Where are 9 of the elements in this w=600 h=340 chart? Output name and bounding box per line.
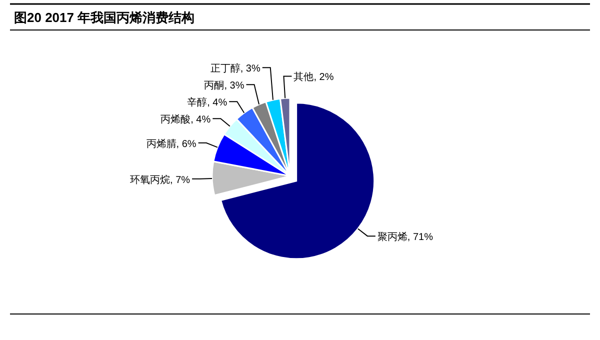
data-label: 环氧丙烷, 7%	[130, 174, 190, 186]
data-label: 辛醇, 4%	[187, 98, 228, 109]
data-label: 丙酮, 3%	[204, 80, 244, 92]
data-label: 其他, 2%	[294, 72, 334, 84]
data-label: 正丁醇, 3%	[210, 64, 260, 75]
data-label: 聚丙烯, 71%	[377, 232, 434, 244]
chart-title: 图20 2017 年我国丙烯消费结构	[14, 10, 195, 25]
data-label: 丙烯腈, 6%	[146, 138, 196, 150]
data-label: 丙烯酸, 4%	[160, 114, 211, 126]
